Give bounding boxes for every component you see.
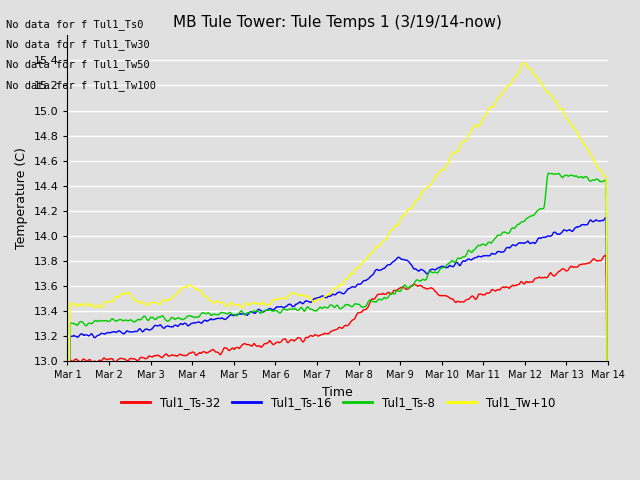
Text: No data for f Tul1_Tw30: No data for f Tul1_Tw30	[6, 39, 150, 50]
Text: No data for f Tul1_Tw50: No data for f Tul1_Tw50	[6, 60, 150, 71]
Legend: Tul1_Ts-32, Tul1_Ts-16, Tul1_Ts-8, Tul1_Tw+10: Tul1_Ts-32, Tul1_Ts-16, Tul1_Ts-8, Tul1_…	[116, 392, 559, 414]
X-axis label: Time: Time	[323, 386, 353, 399]
Text: No data for f Tul1_Ts0: No data for f Tul1_Ts0	[6, 19, 144, 30]
Text: No data for f Tul1_Tw100: No data for f Tul1_Tw100	[6, 80, 156, 91]
Y-axis label: Temperature (C): Temperature (C)	[15, 147, 28, 249]
Title: MB Tule Tower: Tule Temps 1 (3/19/14-now): MB Tule Tower: Tule Temps 1 (3/19/14-now…	[173, 15, 502, 30]
